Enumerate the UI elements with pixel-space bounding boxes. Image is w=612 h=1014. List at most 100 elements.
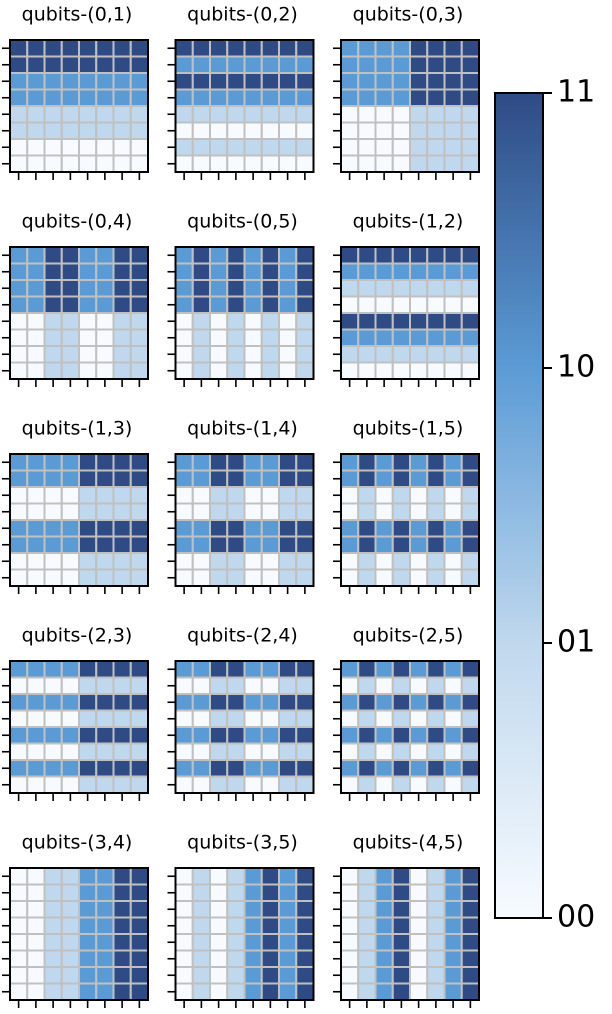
cell — [9, 742, 29, 761]
cell — [26, 759, 46, 778]
cell — [278, 295, 298, 314]
cell — [174, 105, 194, 124]
cell — [443, 262, 463, 281]
cell — [191, 361, 211, 380]
cell — [374, 469, 394, 488]
cell — [78, 535, 98, 554]
cell — [9, 486, 29, 505]
cell — [112, 759, 132, 778]
cell — [391, 883, 411, 902]
cell — [409, 105, 429, 124]
cell — [340, 676, 360, 695]
cell — [95, 726, 115, 745]
cell — [426, 933, 446, 952]
cell — [174, 709, 194, 728]
frame — [9, 39, 149, 173]
cell — [60, 72, 80, 91]
cell — [340, 121, 360, 140]
cell — [226, 552, 246, 571]
cell — [460, 949, 480, 968]
cell — [460, 982, 480, 1001]
cell — [443, 72, 463, 91]
cell — [426, 39, 446, 58]
cell — [43, 295, 63, 314]
cell — [260, 676, 280, 695]
cell — [243, 138, 263, 157]
cell — [9, 867, 29, 886]
cell — [191, 39, 211, 58]
cell — [95, 883, 115, 902]
cell — [60, 568, 80, 587]
cell — [374, 742, 394, 761]
cell — [9, 262, 29, 281]
cell — [9, 469, 29, 488]
cell — [278, 933, 298, 952]
cell — [112, 535, 132, 554]
cell — [112, 502, 132, 521]
cell — [409, 535, 429, 554]
cell — [95, 295, 115, 314]
cell — [374, 660, 394, 679]
cell — [191, 312, 211, 331]
cell — [340, 72, 360, 91]
cell — [174, 660, 194, 679]
cell — [426, 775, 446, 794]
cell — [9, 982, 29, 1001]
cell — [191, 295, 211, 314]
panel-title: qubits-(1,5) — [353, 418, 464, 440]
cell — [340, 693, 360, 712]
cell — [391, 693, 411, 712]
cell — [226, 121, 246, 140]
cell — [243, 660, 263, 679]
frame — [174, 39, 315, 173]
cell — [43, 759, 63, 778]
cell — [60, 121, 80, 140]
cell — [43, 105, 63, 124]
cell — [226, 328, 246, 347]
cell — [243, 469, 263, 488]
cell — [191, 693, 211, 712]
cell — [209, 883, 229, 902]
cell — [209, 759, 229, 778]
cell — [60, 883, 80, 902]
cell — [340, 982, 360, 1001]
cell — [174, 726, 194, 745]
cell — [209, 312, 229, 331]
cell — [9, 328, 29, 347]
cell — [9, 519, 29, 538]
cell — [174, 502, 194, 521]
cell — [191, 726, 211, 745]
panel-title: qubits-(2,5) — [353, 625, 464, 647]
cell — [409, 759, 429, 778]
cell — [295, 535, 315, 554]
cell — [191, 982, 211, 1001]
cell — [460, 775, 480, 794]
colorbar — [494, 92, 544, 919]
cell — [357, 486, 377, 505]
cell — [340, 519, 360, 538]
cell — [95, 775, 115, 794]
cell — [374, 775, 394, 794]
cell — [226, 154, 246, 173]
cell — [374, 726, 394, 745]
cell — [174, 982, 194, 1001]
cell — [43, 933, 63, 952]
frame — [9, 453, 149, 587]
cell — [374, 568, 394, 587]
cell — [443, 916, 463, 935]
cell — [191, 535, 211, 554]
cell — [409, 39, 429, 58]
cell — [391, 676, 411, 695]
cell — [78, 121, 98, 140]
cell — [426, 105, 446, 124]
cell — [460, 55, 480, 74]
cell — [226, 279, 246, 298]
cell — [9, 676, 29, 695]
colorbar-tick-label: 01 — [557, 625, 595, 660]
cell — [374, 982, 394, 1001]
cell — [443, 966, 463, 985]
cell — [391, 121, 411, 140]
cell — [226, 138, 246, 157]
cell — [426, 552, 446, 571]
cell — [391, 105, 411, 124]
